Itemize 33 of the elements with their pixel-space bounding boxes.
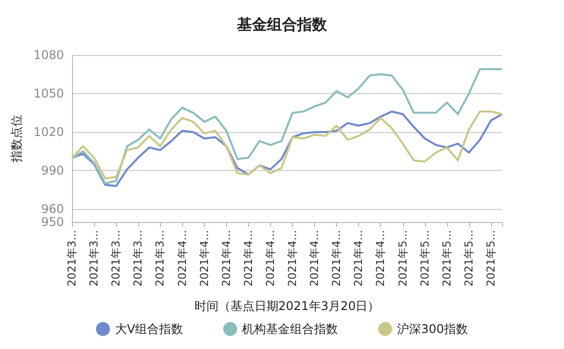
y-tick-label: 1020: [33, 125, 64, 140]
y-tick-label: 1050: [33, 86, 64, 101]
line-series: [71, 68, 503, 184]
x-tick-label: 2021年4...: [264, 230, 277, 286]
x-tick-label: 2021年4...: [286, 230, 300, 286]
x-tick-label: 2021年4...: [308, 230, 322, 286]
x-tick-label: 2021年5...: [462, 230, 476, 286]
legend-label: 沪深300指数: [397, 322, 468, 336]
x-tick-label: 2021年4...: [374, 230, 388, 286]
x-tick-label: 2021年4...: [176, 230, 189, 286]
x-tick-label: 2021年4...: [198, 230, 211, 286]
y-tick-label: 1080: [33, 48, 64, 62]
x-tick-label: 2021年3...: [154, 230, 167, 286]
x-axis-title: 时间（基点日期2021年3月20日）: [194, 299, 380, 313]
y-tick-label: 960: [41, 202, 64, 216]
chart-title: 基金组合指数: [236, 16, 328, 34]
x-tick-label: 2021年4...: [330, 230, 344, 286]
x-tick-label: 2021年5...: [440, 230, 454, 286]
y-axis-title: 指数点位: [10, 114, 24, 164]
x-tick-label: 2021年3...: [110, 230, 123, 286]
y-tick-label: 990: [41, 164, 64, 178]
x-tick-label: 2021年4...: [242, 230, 255, 286]
x-tick-label: 2021年3...: [66, 230, 78, 286]
x-tick-label: 2021年4...: [220, 230, 233, 286]
y-tick-label: 950: [41, 215, 64, 229]
legend-label: 机构基金组合指数: [242, 322, 338, 336]
x-tick-label: 2021年5...: [418, 230, 432, 286]
x-tick-label: 2021年5...: [484, 230, 498, 286]
legend-label: 大V组合指数: [114, 322, 184, 336]
x-tick-label: 2021年3...: [132, 230, 145, 286]
x-tick-label: 2021年3...: [88, 230, 101, 286]
x-tick-label: 2021年4...: [352, 230, 366, 286]
x-tick-label: 2021年5...: [396, 230, 410, 286]
